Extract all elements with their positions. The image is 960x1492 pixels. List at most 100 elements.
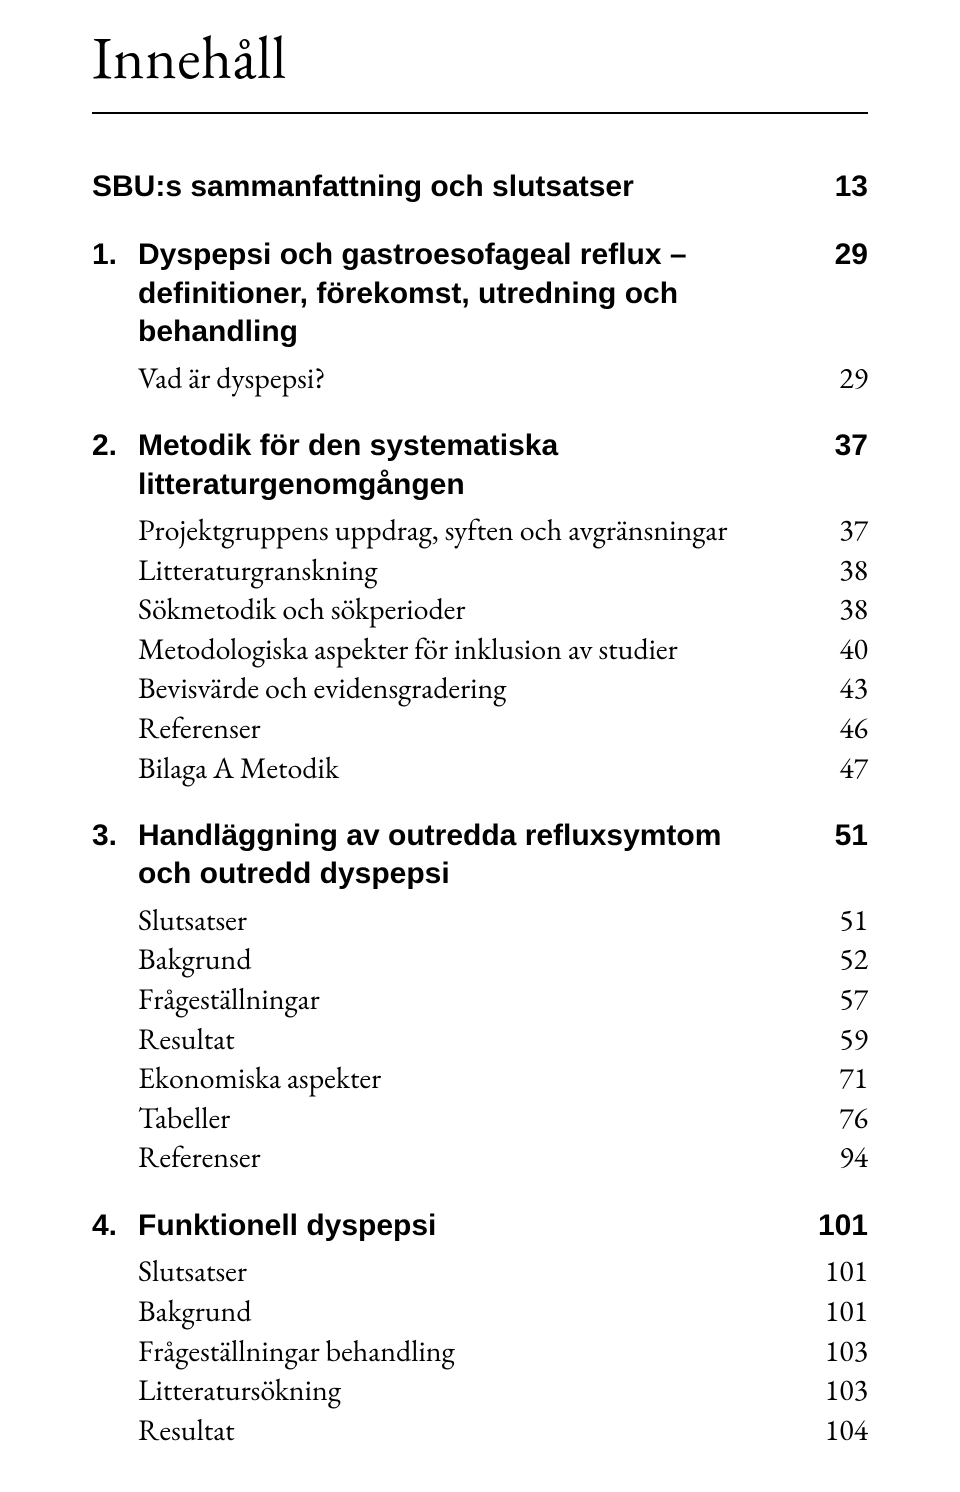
toc-sub-page: 59	[819, 1019, 868, 1059]
toc-sub-row: Slutsatser51	[92, 900, 868, 940]
toc-sub-row: Bakgrund52	[92, 939, 868, 979]
toc-sub-page: 57	[819, 979, 868, 1019]
toc-section-number: 1.	[92, 236, 138, 274]
toc-sub-label: Slutsatser	[138, 900, 819, 940]
toc-sub-row: Bakgrund101	[92, 1291, 868, 1331]
toc-sub-page: 101	[805, 1251, 868, 1291]
toc-sub-row: Projektgruppens uppdrag, syften och avgr…	[92, 510, 868, 550]
toc-sub-page: 71	[819, 1058, 868, 1098]
toc-sub-row: Bevisvärde och evidensgradering43	[92, 668, 868, 708]
toc-sub-row: Ekonomiska aspekter71	[92, 1058, 868, 1098]
toc-sub-row: Resultat104	[92, 1410, 868, 1450]
toc-heading-row: 2.Metodik för den systematiska37	[92, 427, 868, 465]
toc-sub-label: Litteraturgranskning	[138, 550, 819, 590]
page: Innehåll SBU:s sammanfattning och slutsa…	[0, 0, 960, 1492]
toc-sub-label: Frågeställningar	[138, 979, 819, 1019]
toc-sub-row: Vad är dyspepsi?29	[92, 358, 868, 398]
toc-section-title-cont: litteraturgenomgången	[92, 466, 868, 504]
toc-section-page: 29	[815, 236, 868, 274]
toc-section-number: 3.	[92, 817, 138, 855]
toc-sub-list: Projektgruppens uppdrag, syften och avgr…	[92, 510, 868, 787]
toc-sub-row: Tabeller76	[92, 1098, 868, 1138]
toc-sub-row: Referenser94	[92, 1137, 868, 1177]
toc-sub-page: 76	[819, 1098, 868, 1138]
toc-heading-row: SBU:s sammanfattning och slutsatser13	[92, 168, 868, 206]
toc-sub-page: 29	[819, 358, 868, 398]
toc-section-heading: 2.Metodik för den systematiska37litterat…	[92, 427, 868, 504]
toc-section-title: Metodik för den systematiska	[138, 427, 815, 465]
toc-sub-page: 38	[819, 589, 868, 629]
toc-section-title-cont: behandling	[92, 313, 868, 351]
toc-heading-row: 3.Handläggning av outredda refluxsymtom5…	[92, 817, 868, 855]
toc-section-title-cont: och outredd dyspepsi	[92, 855, 868, 893]
table-of-contents: SBU:s sammanfattning och slutsatser13 1.D…	[92, 168, 868, 1449]
toc-sub-page: 52	[819, 939, 868, 979]
toc-section-title: Dyspepsi och gastroesofageal reflux –	[138, 236, 815, 274]
toc-sub-page: 103	[805, 1370, 868, 1410]
toc-section-number: 4.	[92, 1207, 138, 1245]
toc-sub-row: Bilaga A Metodik47	[92, 748, 868, 788]
toc-sub-label: Bilaga A Metodik	[138, 748, 819, 788]
toc-sub-row: Metodologiska aspekter för inklusion av …	[92, 629, 868, 669]
toc-sub-row: Slutsatser101	[92, 1251, 868, 1291]
toc-sub-list: Vad är dyspepsi?29	[92, 358, 868, 398]
toc-sub-label: Metodologiska aspekter för inklusion av …	[138, 629, 819, 669]
title-rule	[92, 112, 868, 114]
toc-sub-label: Bevisvärde och evidensgradering	[138, 668, 819, 708]
toc-sub-page: 47	[819, 748, 868, 788]
toc-sub-label: Slutsatser	[138, 1251, 805, 1291]
toc-section-heading: 1.Dyspepsi och gastroesofageal reflux –2…	[92, 236, 868, 351]
toc-sub-row: Resultat59	[92, 1019, 868, 1059]
toc-sub-label: Litteratursökning	[138, 1370, 805, 1410]
toc-section-heading: SBU:s sammanfattning och slutsatser13	[92, 168, 868, 206]
toc-section: 2.Metodik för den systematiska37litterat…	[92, 427, 868, 787]
toc-sub-row: Litteratursökning103	[92, 1370, 868, 1410]
toc-sub-list: Slutsatser101Bakgrund101Frågeställningar…	[92, 1251, 868, 1449]
toc-sub-page: 103	[805, 1331, 868, 1371]
toc-sub-page: 104	[805, 1410, 868, 1450]
toc-sub-page: 51	[819, 900, 868, 940]
toc-section-page: 13	[815, 168, 868, 206]
toc-sub-page: 94	[819, 1137, 868, 1177]
toc-section-title: Handläggning av outredda refluxsymtom	[138, 817, 815, 855]
toc-section-number: 2.	[92, 427, 138, 465]
toc-section: 3.Handläggning av outredda refluxsymtom5…	[92, 817, 868, 1177]
toc-sub-label: Ekonomiska aspekter	[138, 1058, 819, 1098]
toc-section-heading: 3.Handläggning av outredda refluxsymtom5…	[92, 817, 868, 894]
toc-section-title: Funktionell dyspepsi	[138, 1207, 798, 1245]
toc-sub-label: Bakgrund	[138, 939, 819, 979]
toc-sub-list: Slutsatser51Bakgrund52Frågeställningar57…	[92, 900, 868, 1177]
toc-sub-page: 37	[819, 510, 868, 550]
toc-section: SBU:s sammanfattning och slutsatser13	[92, 168, 868, 206]
toc-sub-page: 46	[819, 708, 868, 748]
toc-section-page: 51	[815, 817, 868, 855]
toc-sub-label: Projektgruppens uppdrag, syften och avgr…	[138, 510, 819, 550]
toc-sub-row: Frågeställningar behandling103	[92, 1331, 868, 1371]
toc-heading-row: 1.Dyspepsi och gastroesofageal reflux –2…	[92, 236, 868, 274]
toc-section: 4.Funktionell dyspepsi101Slutsatser101Ba…	[92, 1207, 868, 1449]
toc-sub-row: Litteraturgranskning38	[92, 550, 868, 590]
toc-sub-row: Referenser46	[92, 708, 868, 748]
toc-sub-label: Sökmetodik och sökperioder	[138, 589, 819, 629]
toc-sub-row: Sökmetodik och sökperioder38	[92, 589, 868, 629]
toc-heading-row: 4.Funktionell dyspepsi101	[92, 1207, 868, 1245]
toc-section-page: 101	[798, 1207, 868, 1245]
toc-sub-label: Referenser	[138, 1137, 819, 1177]
toc-sub-page: 38	[819, 550, 868, 590]
toc-sub-row: Frågeställningar57	[92, 979, 868, 1019]
toc-sub-label: Vad är dyspepsi?	[138, 358, 819, 398]
toc-sub-label: Referenser	[138, 708, 819, 748]
toc-sub-label: Frågeställningar behandling	[138, 1331, 805, 1371]
toc-section-heading: 4.Funktionell dyspepsi101	[92, 1207, 868, 1245]
toc-section-page: 37	[815, 427, 868, 465]
toc-sub-page: 43	[819, 668, 868, 708]
toc-section-title-cont: definitioner, förekomst, utredning och	[92, 275, 868, 313]
toc-sub-page: 40	[819, 629, 868, 669]
toc-sub-label: Tabeller	[138, 1098, 819, 1138]
toc-section-title: SBU:s sammanfattning och slutsatser	[92, 168, 815, 206]
page-title: Innehåll	[92, 18, 868, 96]
toc-sub-page: 101	[805, 1291, 868, 1331]
toc-sub-label: Resultat	[138, 1019, 819, 1059]
toc-sub-label: Bakgrund	[138, 1291, 805, 1331]
toc-sub-label: Resultat	[138, 1410, 805, 1450]
